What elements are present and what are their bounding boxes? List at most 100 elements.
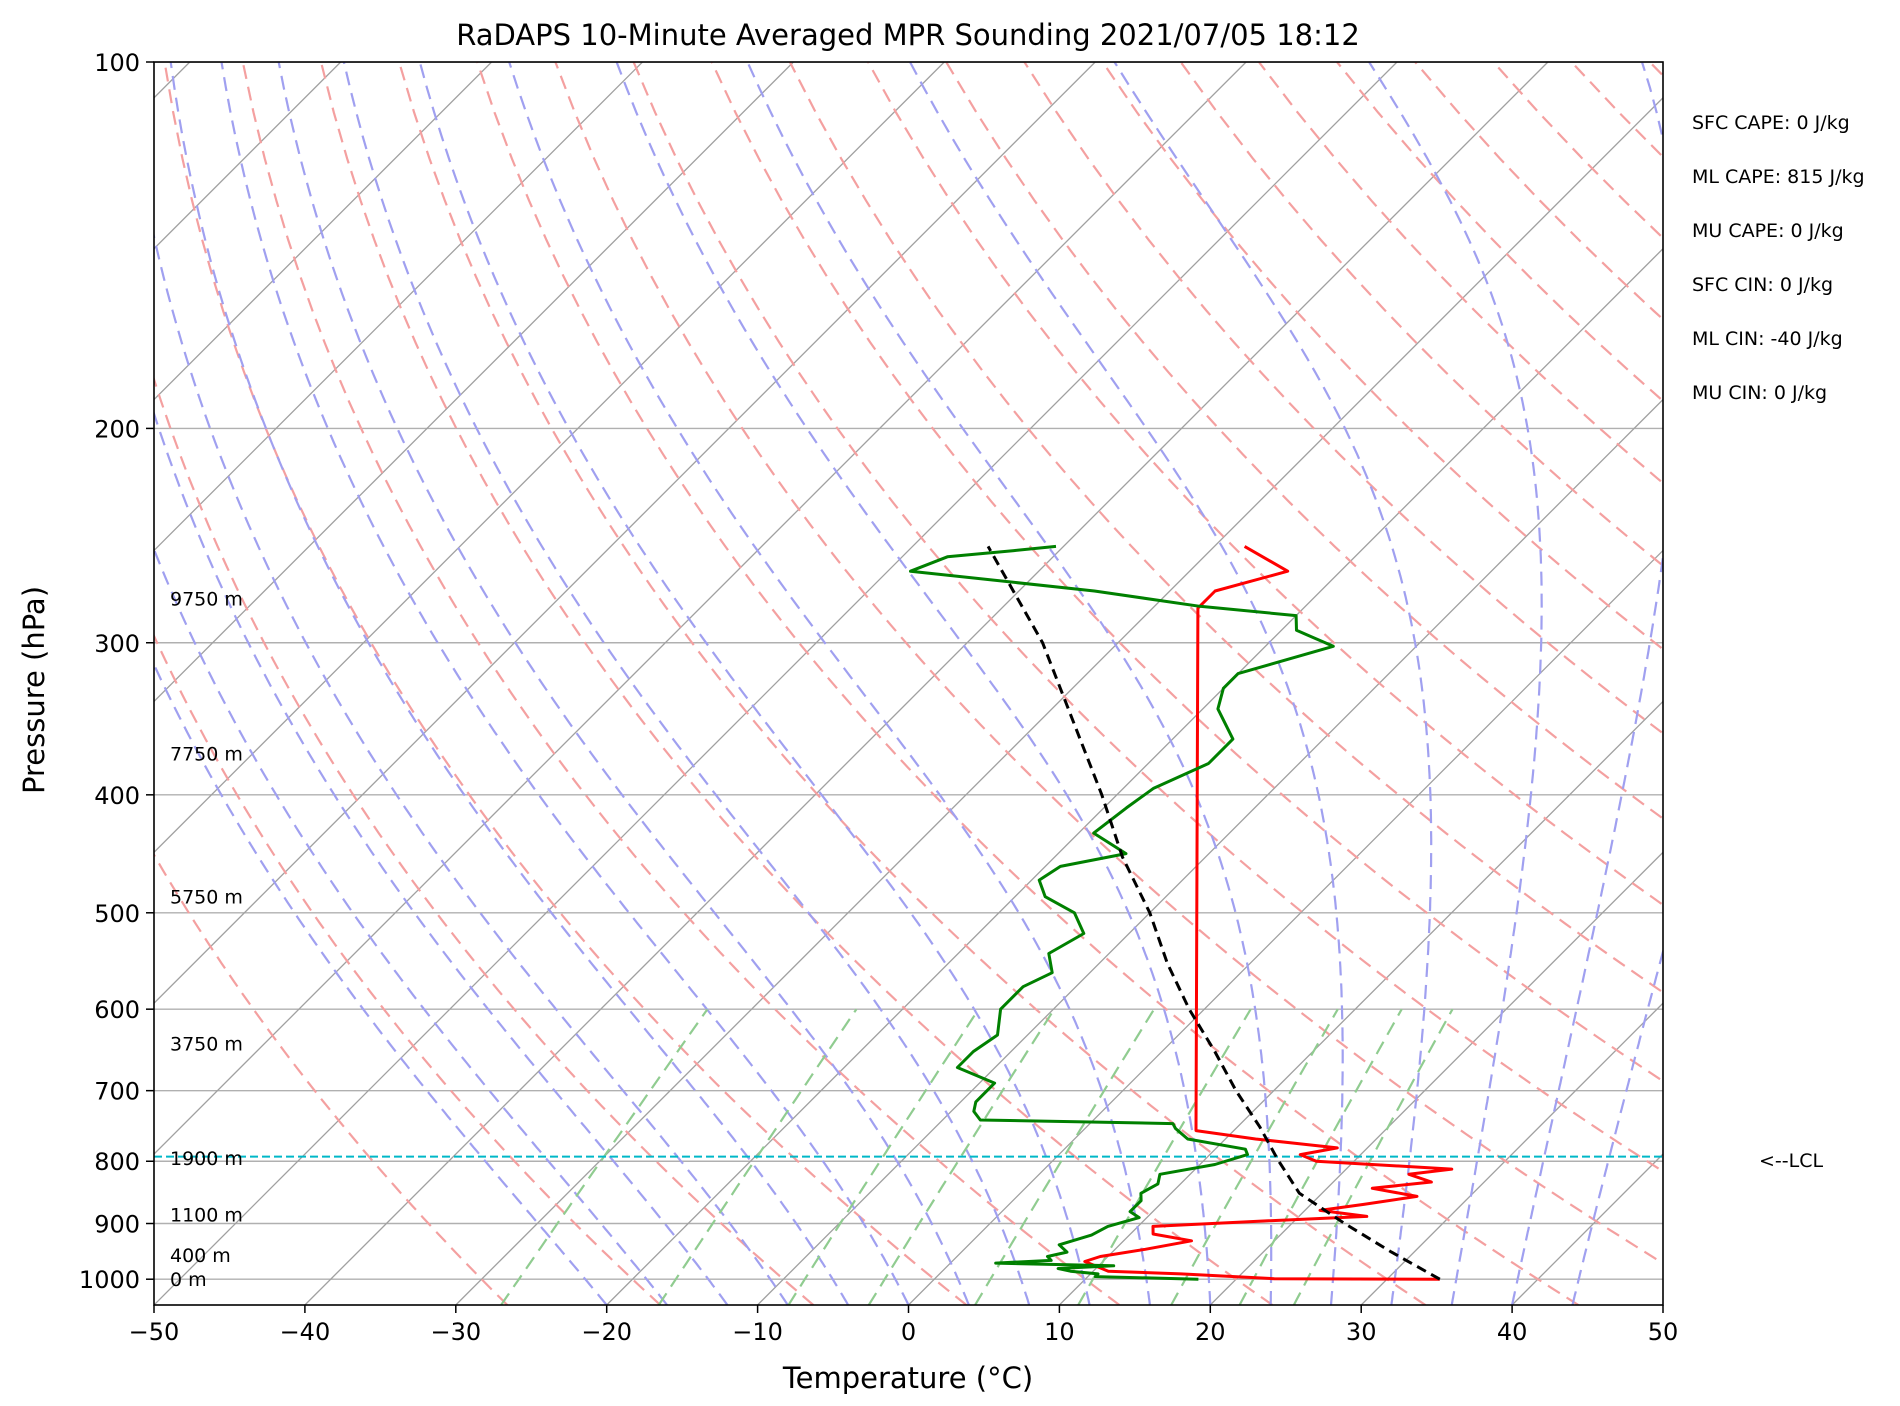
dry-adiabat-line [1258,62,1663,485]
stability-index-text: SFC CIN: 0 J/kg [1692,274,1833,296]
stability-index-text: MU CAPE: 0 J/kg [1692,220,1844,242]
moist-adiabat-line [154,662,608,1305]
moist-adiabat-line [220,62,910,1305]
x-tick-label: −20 [581,1318,632,1346]
y-tick-label: 400 [94,782,140,810]
y-tick-label: 600 [94,996,140,1024]
isotherm-line [1360,1002,1663,1305]
y-axis-label: Pressure (hPa) [17,586,51,794]
dry-adiabat-line [154,375,815,1305]
dry-adiabat-line [1179,62,1663,568]
isotherm-line [154,62,1096,1005]
x-tick-label: −30 [430,1318,481,1346]
stability-index-text: SFC CAPE: 0 J/kg [1692,112,1850,134]
x-tick-label: 30 [1346,1318,1377,1346]
dry-adiabat-line [241,62,1121,1305]
isotherm-line [1814,62,1900,1305]
isotherm-line [154,62,643,552]
moist-adiabat-line [1113,62,1433,1305]
mixing-ratio-line [1292,1008,1454,1305]
stability-index-text: ML CIN: -40 J/kg [1692,328,1843,350]
isotherm-line [757,398,1663,1305]
x-tick-label: 0 [901,1318,916,1346]
y-tick-label: 1000 [79,1266,140,1294]
moist-adiabat-line [154,546,668,1305]
moist-adiabat-line [342,62,1031,1305]
height-label: 7750 m [170,744,243,766]
dry-adiabat-line [1648,62,1663,78]
parcel-trace [986,545,1441,1281]
moist-adiabat-line [508,62,1151,1305]
x-tick-label: 40 [1497,1318,1528,1346]
y-tick-label: 500 [94,900,140,928]
sounding-traces [154,544,1663,1281]
height-label: 400 m [170,1245,231,1267]
x-tick-label: −10 [732,1318,783,1346]
x-tick-label: −40 [280,1318,331,1346]
moist-adiabat-line [154,410,729,1305]
dry-adiabat-line [163,62,968,1305]
moist-adiabat-line [615,62,1212,1305]
dry-adiabat-line [476,62,1579,1305]
dry-adiabat-line [154,852,509,1305]
dry-adiabat-line [1101,62,1663,651]
mixing-ratio-line [500,1008,709,1305]
isotherm-line [154,62,794,703]
mixing-ratio-line [1238,1008,1403,1305]
dry-adiabat-line [1492,62,1663,240]
y-tick-label: 700 [94,1078,140,1106]
x-tick-label: 20 [1195,1318,1226,1346]
isotherm-line [154,62,342,250]
stability-index-text: MU CIN: 0 J/kg [1692,382,1827,404]
moist-adiabat-line [1571,947,1663,1305]
isotherm-line [154,62,1398,1305]
isotherm-line [908,549,1663,1305]
mixing-ratio-line [657,1008,858,1305]
height-label: 5750 m [170,887,243,909]
dry-adiabat-line [398,62,1427,1305]
dry-adiabat-line [554,62,1663,1265]
temperature-trace [1083,545,1454,1281]
moist-adiabat-line [909,62,1344,1305]
y-tick-label: 800 [94,1148,140,1176]
moist-adiabat-line [418,62,1091,1305]
x-tick-label: 50 [1648,1318,1679,1346]
isotherm-line [154,62,945,854]
dry-adiabat-line [1570,62,1663,159]
moist-adiabat-line [154,231,789,1305]
dry-adiabat-line [319,62,1274,1305]
moist-adiabat-line [1511,62,1663,1305]
y-tick-label: 300 [94,630,140,658]
dewpoint-trace [909,544,1335,1281]
height-label: 9750 m [170,589,243,611]
height-label: 1100 m [170,1205,243,1227]
isotherm-line [1058,700,1663,1305]
dry-adiabat-line [1414,62,1663,321]
dry-adiabat-line [1023,62,1663,735]
isotherm-line [455,96,1663,1305]
mixing-ratio-line [1170,1008,1339,1305]
stability-index-text: ML CAPE: 815 J/kg [1692,166,1865,188]
moist-adiabat-line [169,62,850,1305]
isotherm-line [1511,1153,1663,1305]
height-label: 1900 m [170,1148,243,1170]
mixing-ratio-line [787,1008,980,1305]
isotherm-line [1662,1304,1663,1305]
height-label: 3750 m [170,1033,243,1055]
dry-adiabat-line [788,62,1663,994]
stability-indices: SFC CAPE: 0 J/kg ML CAPE: 815 J/kg MU CAPE… [1692,112,1865,404]
isotherm-line [304,62,1549,1305]
x-tick-label: −50 [129,1318,180,1346]
lcl-label: <--LCL [1759,1150,1823,1172]
x-tick-label: 10 [1044,1318,1075,1346]
dry-adiabat-line [154,633,662,1305]
chart-title: RaDAPS 10-Minute Averaged MPR Sounding 2… [456,18,1360,52]
isotherm-line [1209,851,1663,1305]
mixing-ratio-line [974,1008,1156,1305]
dry-adiabat-line [945,62,1663,820]
height-label: 0 m [170,1269,207,1291]
isotherm-line [154,62,1247,1156]
